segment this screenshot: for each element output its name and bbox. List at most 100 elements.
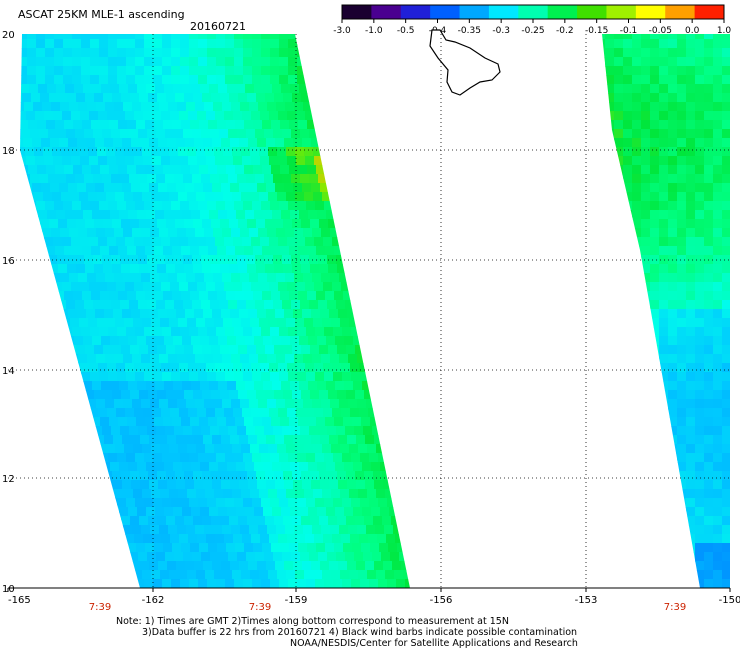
swath-pixel — [250, 489, 260, 499]
swath-pixel — [243, 201, 253, 211]
swath-pixel — [303, 354, 313, 364]
swath-pixel — [110, 336, 120, 346]
swath-pixel — [279, 34, 289, 40]
swath-pixel — [704, 507, 714, 517]
swath-pixel — [163, 291, 173, 301]
swath-pixel — [113, 309, 123, 319]
swath-pixel — [285, 102, 295, 112]
swath-pixel — [731, 552, 740, 562]
swath-pixel — [602, 66, 606, 76]
swath-pixel — [614, 381, 624, 391]
swath-pixel — [218, 336, 228, 346]
swath-pixel — [704, 525, 714, 535]
swath-pixel — [147, 129, 157, 139]
swath-pixel — [713, 102, 723, 112]
swath-pixel — [98, 282, 108, 292]
swath-pixel — [358, 570, 368, 580]
swath-pixel — [197, 408, 207, 418]
swath-pixel — [299, 210, 309, 220]
swath-pixel — [179, 156, 189, 166]
swath-pixel — [257, 309, 267, 319]
swath-pixel — [217, 417, 227, 427]
swath-pixel — [188, 156, 198, 166]
swath-pixel — [128, 84, 138, 94]
swath-pixel — [227, 84, 237, 94]
swath-pixel — [289, 246, 299, 256]
swath-pixel — [686, 147, 696, 157]
swath-pixel — [605, 453, 615, 463]
swath-pixel — [320, 480, 330, 490]
swath-pixel — [106, 147, 116, 157]
swath-pixel — [138, 174, 148, 184]
swath-pixel — [171, 327, 181, 337]
swath-pixel — [158, 561, 168, 571]
swath-pixel — [182, 336, 192, 346]
swath-pixel — [641, 408, 651, 418]
swath-pixel — [166, 264, 176, 274]
swath-pixel — [230, 480, 240, 490]
swath-pixel — [677, 579, 687, 588]
swath-pixel — [659, 183, 669, 193]
swath-pixel — [135, 34, 145, 40]
swath-pixel — [202, 219, 212, 229]
swath-pixel — [713, 309, 723, 319]
swath-pixel — [94, 345, 104, 355]
swath-pixel — [104, 480, 114, 490]
swath-pixel — [713, 84, 723, 94]
swath-pixel — [218, 84, 228, 94]
swath-pixel — [264, 552, 274, 562]
swath-pixel — [677, 66, 687, 76]
swath-pixel — [677, 138, 687, 148]
swath-pixel — [215, 111, 225, 121]
swath-pixel — [36, 57, 46, 67]
swath-pixel — [343, 246, 353, 256]
swath-pixel — [686, 498, 696, 508]
swath-pixel — [344, 507, 354, 517]
swath-pixel — [641, 561, 651, 571]
swath-pixel — [105, 102, 115, 112]
swath-pixel — [100, 246, 110, 256]
swath-pixel — [162, 75, 172, 85]
swath-pixel — [161, 282, 171, 292]
swath-pixel — [191, 210, 201, 220]
swath-pixel — [50, 138, 60, 148]
swath-pixel — [668, 273, 678, 283]
swath-pixel — [196, 192, 206, 202]
swath-pixel — [686, 219, 696, 229]
swath-pixel — [722, 273, 730, 283]
swath-pixel — [170, 156, 180, 166]
swath-pixel — [363, 426, 373, 436]
swath-pixel — [119, 336, 129, 346]
swath-pixel — [216, 579, 226, 588]
swath-pixel — [82, 246, 92, 256]
swath-pixel — [224, 534, 234, 544]
swath-pixel — [223, 489, 233, 499]
swath-pixel — [641, 318, 651, 328]
swath-pixel — [206, 156, 216, 166]
swath-pixel — [97, 489, 107, 499]
swath-pixel — [264, 174, 274, 184]
swath-pixel — [140, 561, 150, 571]
swath-pixel — [218, 507, 228, 517]
swath-pixel — [237, 174, 247, 184]
swath-pixel — [23, 138, 33, 148]
swath-pixel — [677, 363, 687, 373]
colorbar: -3.0-1.0-0.5-0.4-0.35-0.3-0.25-0.2-0.15-… — [333, 4, 731, 36]
swath-pixel — [20, 111, 27, 121]
swath-pixel — [113, 183, 123, 193]
swath-pixel — [373, 471, 383, 481]
swath-pixel — [245, 84, 255, 94]
swath-pixel — [158, 138, 168, 148]
swath-pixel — [239, 183, 249, 193]
swath-pixel — [118, 246, 128, 256]
swath-pixel — [111, 300, 121, 310]
swath-pixel — [27, 57, 37, 67]
swath-pixel — [704, 174, 714, 184]
colorbar-segment — [635, 5, 666, 19]
swath-pixel — [180, 327, 190, 337]
swath-pixel — [605, 237, 615, 247]
swath-pixel — [623, 372, 633, 382]
swath-pixel — [334, 291, 344, 301]
swath-pixel — [269, 534, 279, 544]
swath-pixel — [247, 93, 257, 103]
